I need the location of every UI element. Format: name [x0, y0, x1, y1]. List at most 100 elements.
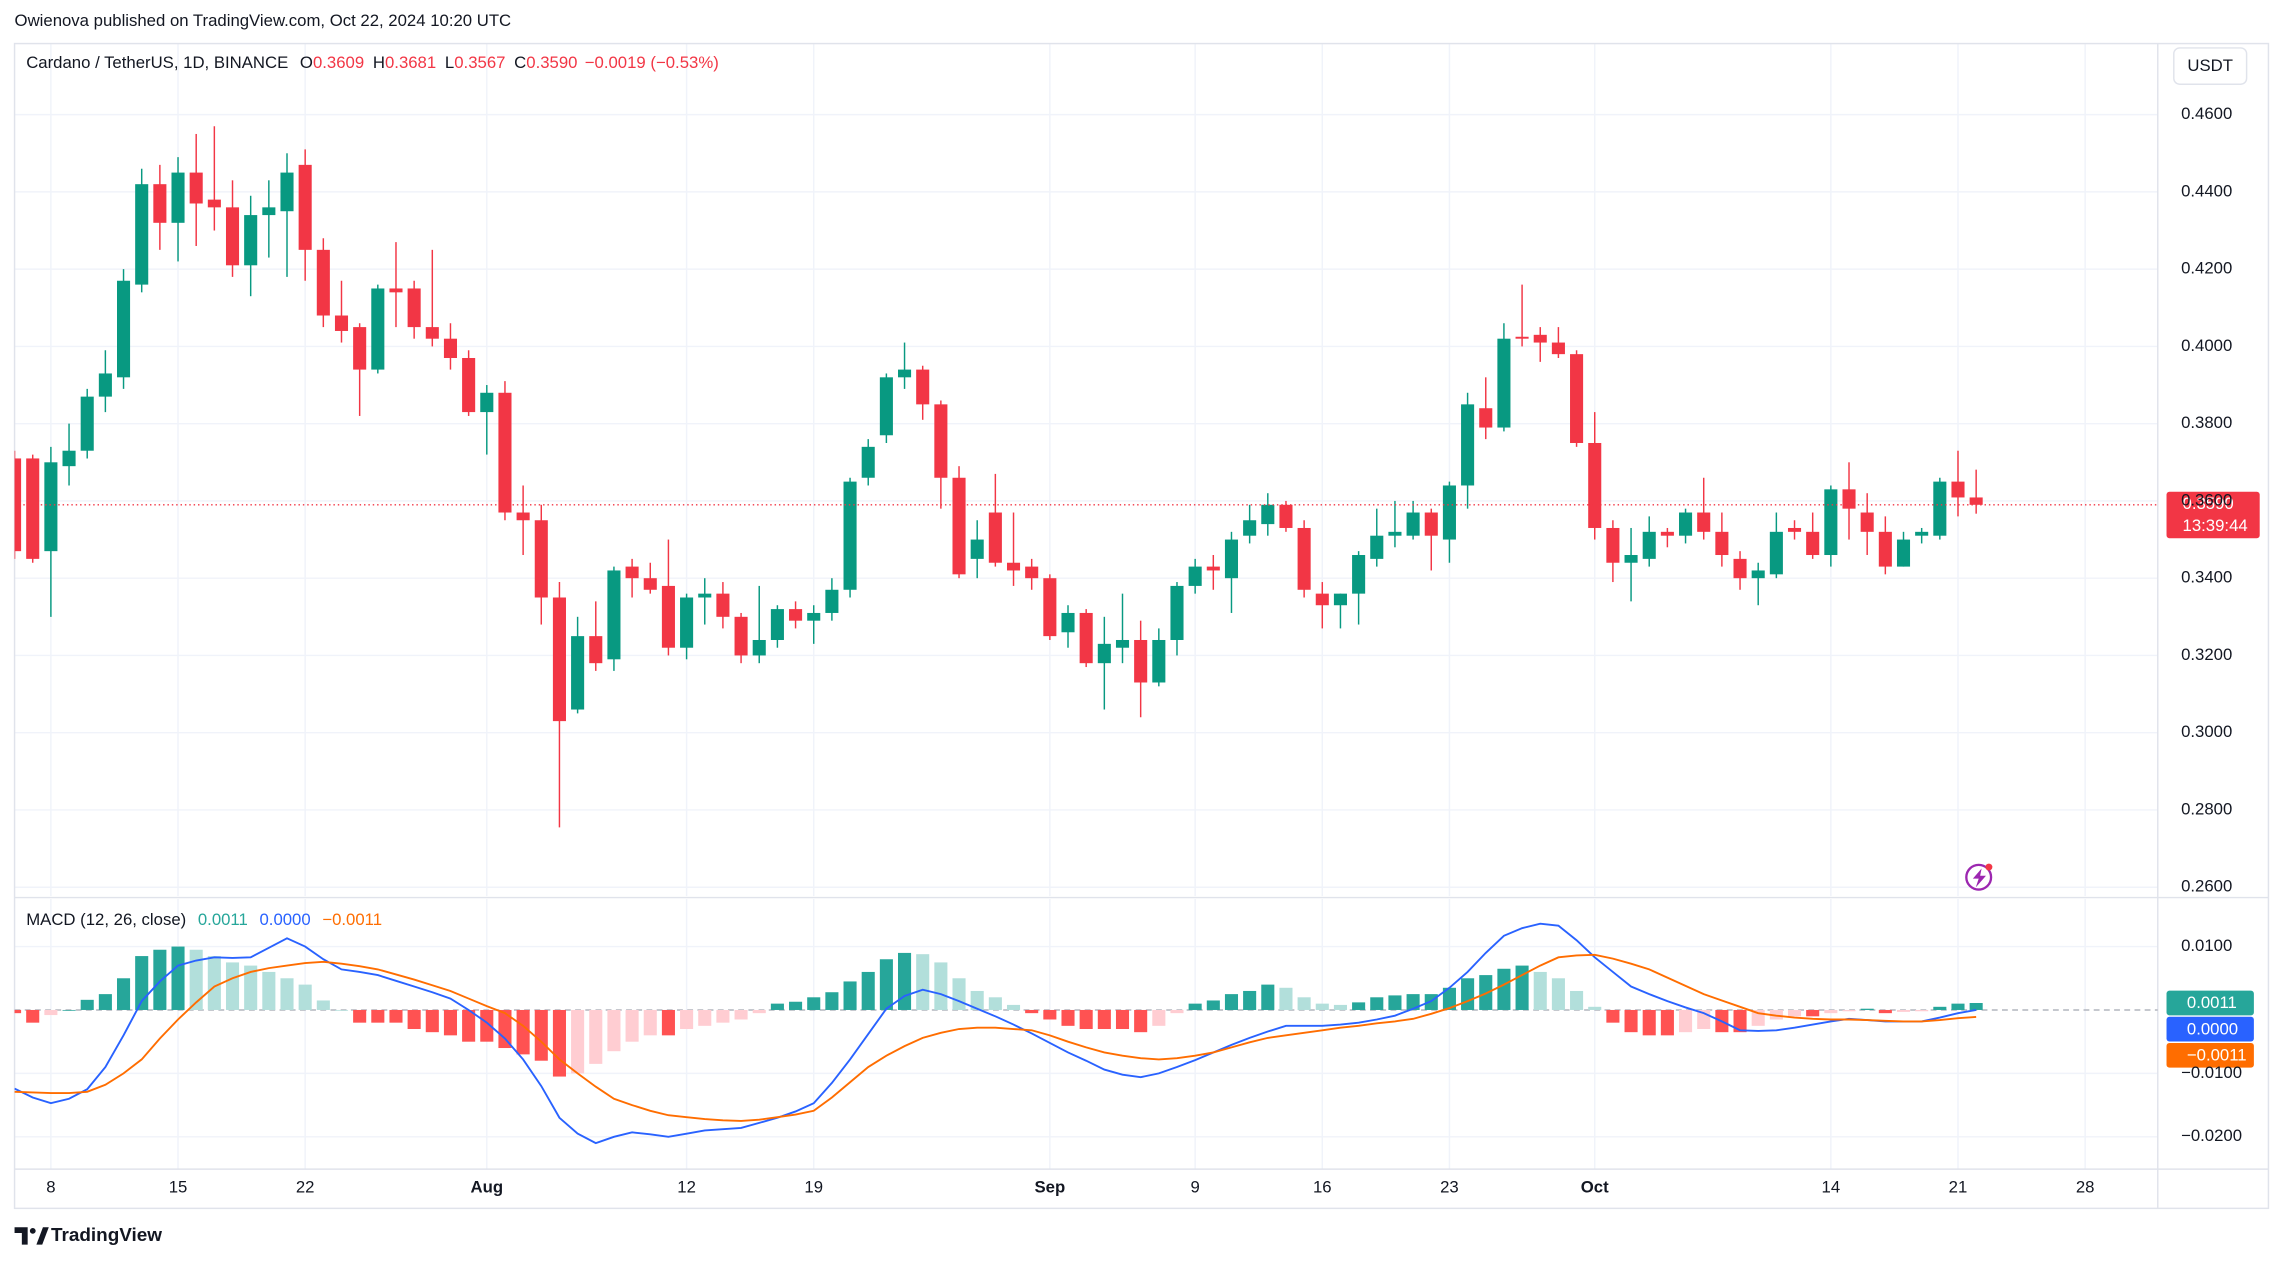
- indicator-value: −0.0011: [322, 910, 382, 929]
- histogram-bar: [698, 1009, 712, 1026]
- histogram-bar: [244, 965, 258, 1010]
- brand-mark-slash[interactable]: [36, 1227, 49, 1245]
- macd-pane: [14, 922, 2158, 1145]
- histogram-bar: [80, 999, 94, 1010]
- candle-body: [225, 207, 240, 266]
- brand-mark[interactable]: [14, 1227, 28, 1245]
- y-tick-label: 0.3200: [2181, 645, 2232, 664]
- candle-body: [1551, 342, 1565, 355]
- alert-icon[interactable]: [1965, 863, 1993, 891]
- candle-body: [825, 589, 839, 613]
- x-tick-label: 19: [804, 1177, 823, 1196]
- brand-name[interactable]: TradingView: [51, 1225, 162, 1246]
- histogram-bar: [879, 959, 893, 1010]
- candle-body: [734, 616, 748, 656]
- histogram-bar: [407, 1009, 421, 1030]
- histogram-bar: [280, 978, 294, 1010]
- alert-icon-bolt[interactable]: [1972, 868, 1986, 888]
- candle-body: [1406, 512, 1420, 536]
- candle-body: [1915, 531, 1929, 536]
- symbol-legend: Cardano / TetherUS, 1D, BINANCE O0.3609 H0…: [26, 53, 719, 72]
- candle-body: [1333, 593, 1347, 606]
- histogram-bar: [225, 962, 240, 1010]
- candle-body: [1697, 512, 1711, 532]
- y-tick-label: 0.3400: [2181, 568, 2232, 587]
- candle-body: [716, 593, 730, 617]
- last-price-label: 0.3590: [2183, 494, 2234, 513]
- histogram-bar: [1206, 1000, 1220, 1010]
- candle-body: [1206, 566, 1220, 571]
- x-tick-label: Aug: [471, 1177, 504, 1196]
- value-badge-label: 0.0011: [2187, 993, 2237, 1012]
- currency-button[interactable]: USDT: [2173, 47, 2248, 85]
- candle-body: [1733, 558, 1747, 579]
- histogram-bar: [1170, 1009, 1184, 1014]
- alert-icon-dot[interactable]: [1985, 863, 1993, 871]
- ohlc-value: 0.3590: [526, 53, 577, 72]
- histogram-bar: [1769, 1009, 1783, 1020]
- x-tick-label: 12: [677, 1177, 696, 1196]
- candle-body: [1588, 442, 1602, 528]
- currency-label[interactable]: USDT: [2187, 56, 2233, 75]
- currency-button-frame[interactable]: [2173, 47, 2248, 85]
- value-badge: [2166, 1016, 2254, 1042]
- candle-body: [1188, 566, 1202, 586]
- attribution: Owienova published on TradingView.com, O…: [15, 11, 512, 30]
- histogram-bar: [934, 962, 948, 1010]
- histogram-bar: [1806, 1009, 1820, 1017]
- symbol-name: Cardano / TetherUS, 1D, BINANCE: [26, 53, 288, 72]
- histogram-bar: [371, 1009, 385, 1023]
- histogram-bar: [770, 1003, 784, 1010]
- candle-body: [1824, 489, 1838, 556]
- candle-body: [1787, 527, 1802, 532]
- candle-body: [1297, 527, 1311, 590]
- x-tick-label: 9: [1190, 1177, 1199, 1196]
- candle-body: [1315, 593, 1329, 606]
- candle-body: [807, 612, 821, 621]
- candle-body: [189, 172, 203, 204]
- x-tick-label: 8: [46, 1177, 55, 1196]
- histogram-bar: [607, 1009, 621, 1052]
- histogram-bar: [98, 994, 112, 1010]
- candle-body: [1424, 512, 1438, 536]
- candle-body: [1624, 555, 1638, 563]
- countdown-label: 13:39:44: [2183, 516, 2248, 535]
- candle-body: [80, 396, 94, 451]
- histogram-bar: [661, 1009, 675, 1036]
- candle-body: [62, 450, 76, 467]
- histogram-bar: [1951, 1003, 1965, 1010]
- histogram-bar: [262, 971, 276, 1010]
- brand-mark-dot[interactable]: [29, 1227, 36, 1234]
- value-badge-label: −0.0011: [2187, 1045, 2247, 1064]
- y-tick-label: −0.0100: [2181, 1063, 2242, 1082]
- candle-body: [571, 636, 585, 710]
- histogram-bar: [1188, 1003, 1202, 1010]
- candle-body: [1497, 338, 1511, 428]
- histogram-bar: [1442, 987, 1456, 1010]
- histogram-bar: [843, 981, 857, 1010]
- histogram-bar: [1333, 1004, 1347, 1010]
- histogram-bar: [1606, 1009, 1620, 1023]
- candle-body: [1479, 408, 1493, 428]
- candle-body: [207, 199, 221, 208]
- candle-body: [625, 566, 639, 579]
- histogram-bar: [1497, 968, 1511, 1010]
- histogram-bar: [1315, 1003, 1329, 1010]
- histogram-bar: [1642, 1009, 1656, 1036]
- candle-body: [425, 327, 439, 339]
- candle-body: [1660, 531, 1674, 536]
- candle-body: [353, 327, 367, 370]
- histogram-bar: [916, 954, 930, 1010]
- histogram-bar: [1624, 1009, 1638, 1033]
- histogram-bar: [970, 990, 984, 1010]
- brand-logo[interactable]: TradingView: [14, 1225, 163, 1246]
- x-tick-label: Oct: [1581, 1177, 1609, 1196]
- value-badge: [2166, 1042, 2254, 1068]
- candle-body: [1025, 566, 1039, 579]
- candle-body: [1715, 531, 1729, 556]
- candle-body: [843, 481, 857, 590]
- y-tick-label: 0.3600: [2181, 490, 2232, 509]
- histogram-bar: [1533, 971, 1547, 1010]
- last-price-badge: [2166, 491, 2260, 539]
- candle-body: [916, 369, 930, 405]
